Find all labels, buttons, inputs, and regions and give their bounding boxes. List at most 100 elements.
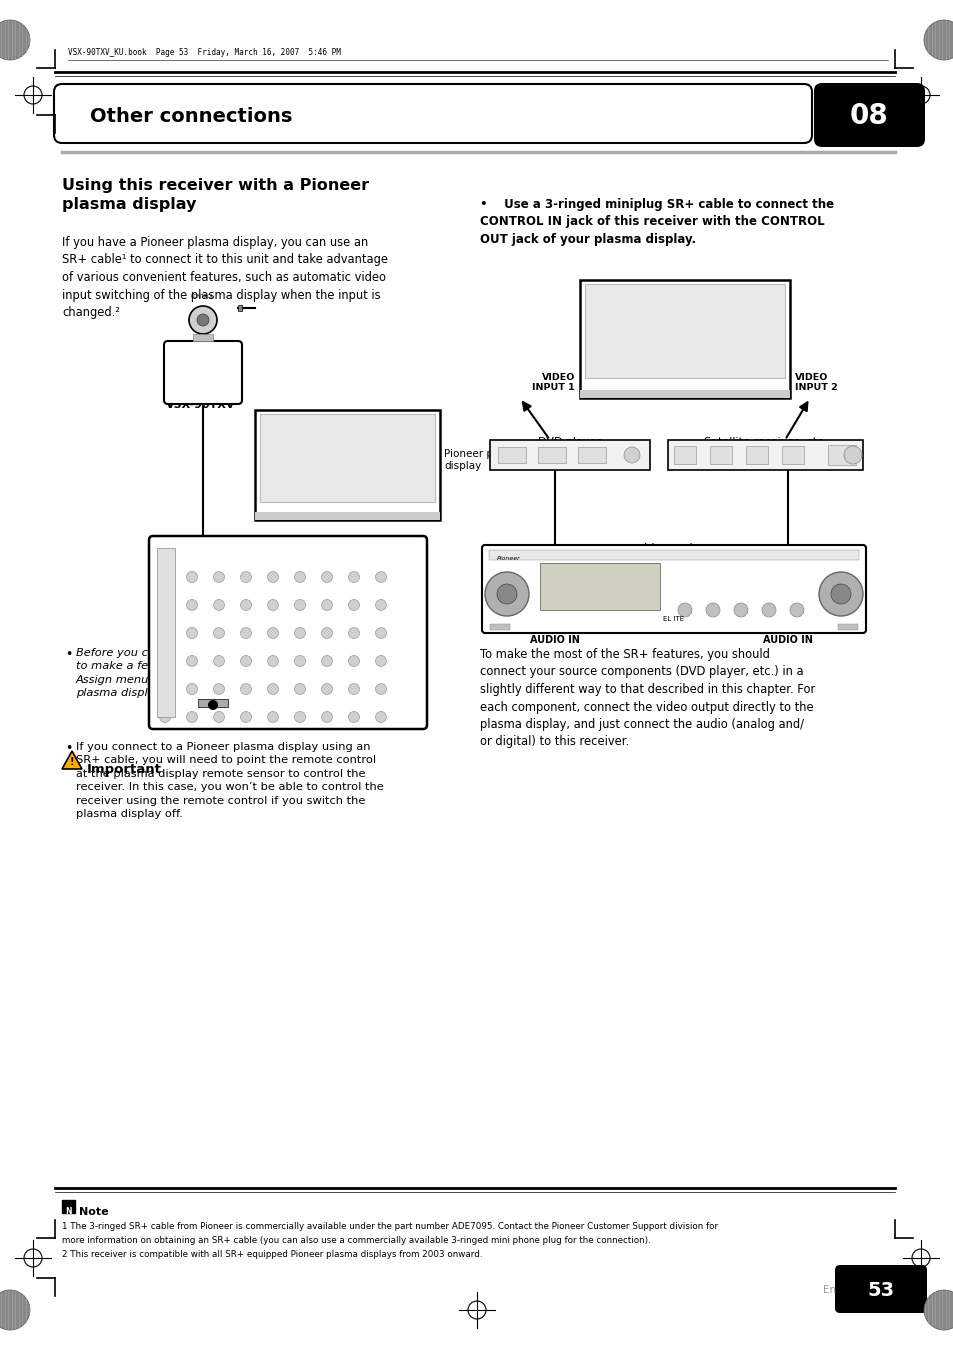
Circle shape [159,600,171,611]
Text: TV/SAT
AUDIO IN: TV/SAT AUDIO IN [762,623,812,644]
Circle shape [294,655,305,666]
Circle shape [240,655,252,666]
Text: Before you can use the extra SR+ features, you need
to make a few settings in th: Before you can use the extra SR+ feature… [76,648,381,698]
Text: EL ITE: EL ITE [662,616,684,621]
Bar [489,550,858,561]
Bar [260,413,435,503]
Circle shape [678,603,691,617]
Text: !: ! [70,757,74,767]
Circle shape [497,584,517,604]
Circle shape [186,600,197,611]
FancyBboxPatch shape [813,82,924,147]
Text: 1 The 3-ringed SR+ cable from Pioneer is commercially available under the part n: 1 The 3-ringed SR+ cable from Pioneer is… [62,1223,718,1231]
Circle shape [186,684,197,694]
Circle shape [196,313,209,326]
Text: Pioneer: Pioneer [497,557,520,561]
Circle shape [213,627,224,639]
Bar [579,390,789,399]
Bar [837,624,857,630]
Text: 53: 53 [866,1281,894,1300]
Circle shape [213,655,224,666]
Circle shape [348,655,359,666]
Circle shape [761,603,775,617]
Bar [578,447,605,463]
Circle shape [267,571,278,582]
Circle shape [321,712,333,723]
Text: En: En [822,1285,835,1296]
Bar [497,447,525,463]
Circle shape [830,584,850,604]
Circle shape [843,446,862,463]
Circle shape [189,305,216,334]
Bar [254,409,439,520]
Circle shape [818,571,862,616]
Circle shape [375,627,386,639]
Circle shape [213,684,224,694]
Text: VIDEO
INPUT 2: VIDEO INPUT 2 [794,373,837,392]
Circle shape [321,655,333,666]
Circle shape [159,571,171,582]
Circle shape [321,571,333,582]
Text: This receiver: This receiver [637,543,710,557]
Text: VIDEO
INPUT 1: VIDEO INPUT 1 [532,373,575,392]
Bar [667,440,862,470]
Circle shape [294,627,305,639]
Circle shape [733,603,747,617]
Bar [490,440,649,470]
Circle shape [0,1290,30,1329]
Circle shape [375,684,386,694]
Circle shape [213,600,224,611]
Text: If you have a Pioneer plasma display, you can use an
SR+ cable¹ to connect it to: If you have a Pioneer plasma display, yo… [62,236,388,319]
Circle shape [375,712,386,723]
Circle shape [213,571,224,582]
Circle shape [267,655,278,666]
Text: Satellite receiver, etc.: Satellite receiver, etc. [702,436,825,447]
Bar [579,280,789,399]
Text: Using this receiver with a Pioneer
plasma display: Using this receiver with a Pioneer plasm… [62,178,369,212]
Bar [537,447,565,463]
Text: Note: Note [79,1206,109,1217]
Circle shape [208,700,218,711]
Circle shape [186,712,197,723]
Circle shape [294,684,305,694]
Polygon shape [62,751,82,769]
Circle shape [348,684,359,694]
Circle shape [186,571,197,582]
Circle shape [267,600,278,611]
Text: DVD/LD
AUDIO IN: DVD/LD AUDIO IN [530,623,579,644]
FancyBboxPatch shape [149,536,427,730]
FancyBboxPatch shape [164,340,242,404]
Bar [198,698,228,707]
Bar [781,446,803,463]
FancyBboxPatch shape [481,544,865,634]
Circle shape [240,571,252,582]
Text: If you connect to a Pioneer plasma display using an
SR+ cable, you will need to : If you connect to a Pioneer plasma displ… [76,742,383,819]
Text: Pioneer plasma
display: Pioneer plasma display [443,449,524,471]
Bar [539,563,659,611]
Circle shape [923,20,953,59]
Circle shape [240,600,252,611]
Text: 2 This receiver is compatible with all SR+ equipped Pioneer plasma displays from: 2 This receiver is compatible with all S… [62,1250,482,1259]
Text: •    Use a 3-ringed miniplug SR+ cable to connect the
CONTROL IN jack of this re: • Use a 3-ringed miniplug SR+ cable to c… [479,199,833,246]
Circle shape [321,600,333,611]
Circle shape [159,712,171,723]
Circle shape [159,655,171,666]
Bar [193,334,213,340]
Text: N: N [65,1206,71,1216]
Circle shape [267,684,278,694]
Circle shape [789,603,803,617]
Circle shape [321,684,333,694]
Text: DVD player: DVD player [537,436,601,447]
Text: •: • [65,648,72,661]
Circle shape [348,627,359,639]
Circle shape [240,627,252,639]
FancyBboxPatch shape [834,1265,926,1313]
Circle shape [186,655,197,666]
Circle shape [159,627,171,639]
Text: VSX-90TXV: VSX-90TXV [166,400,235,409]
Bar [745,446,767,463]
Bar [490,624,510,630]
Text: OUT: OUT [198,332,207,336]
Text: VSX-90TXV_KU.book  Page 53  Friday, March 16, 2007  5:46 PM: VSX-90TXV_KU.book Page 53 Friday, March … [68,49,340,57]
Circle shape [375,655,386,666]
